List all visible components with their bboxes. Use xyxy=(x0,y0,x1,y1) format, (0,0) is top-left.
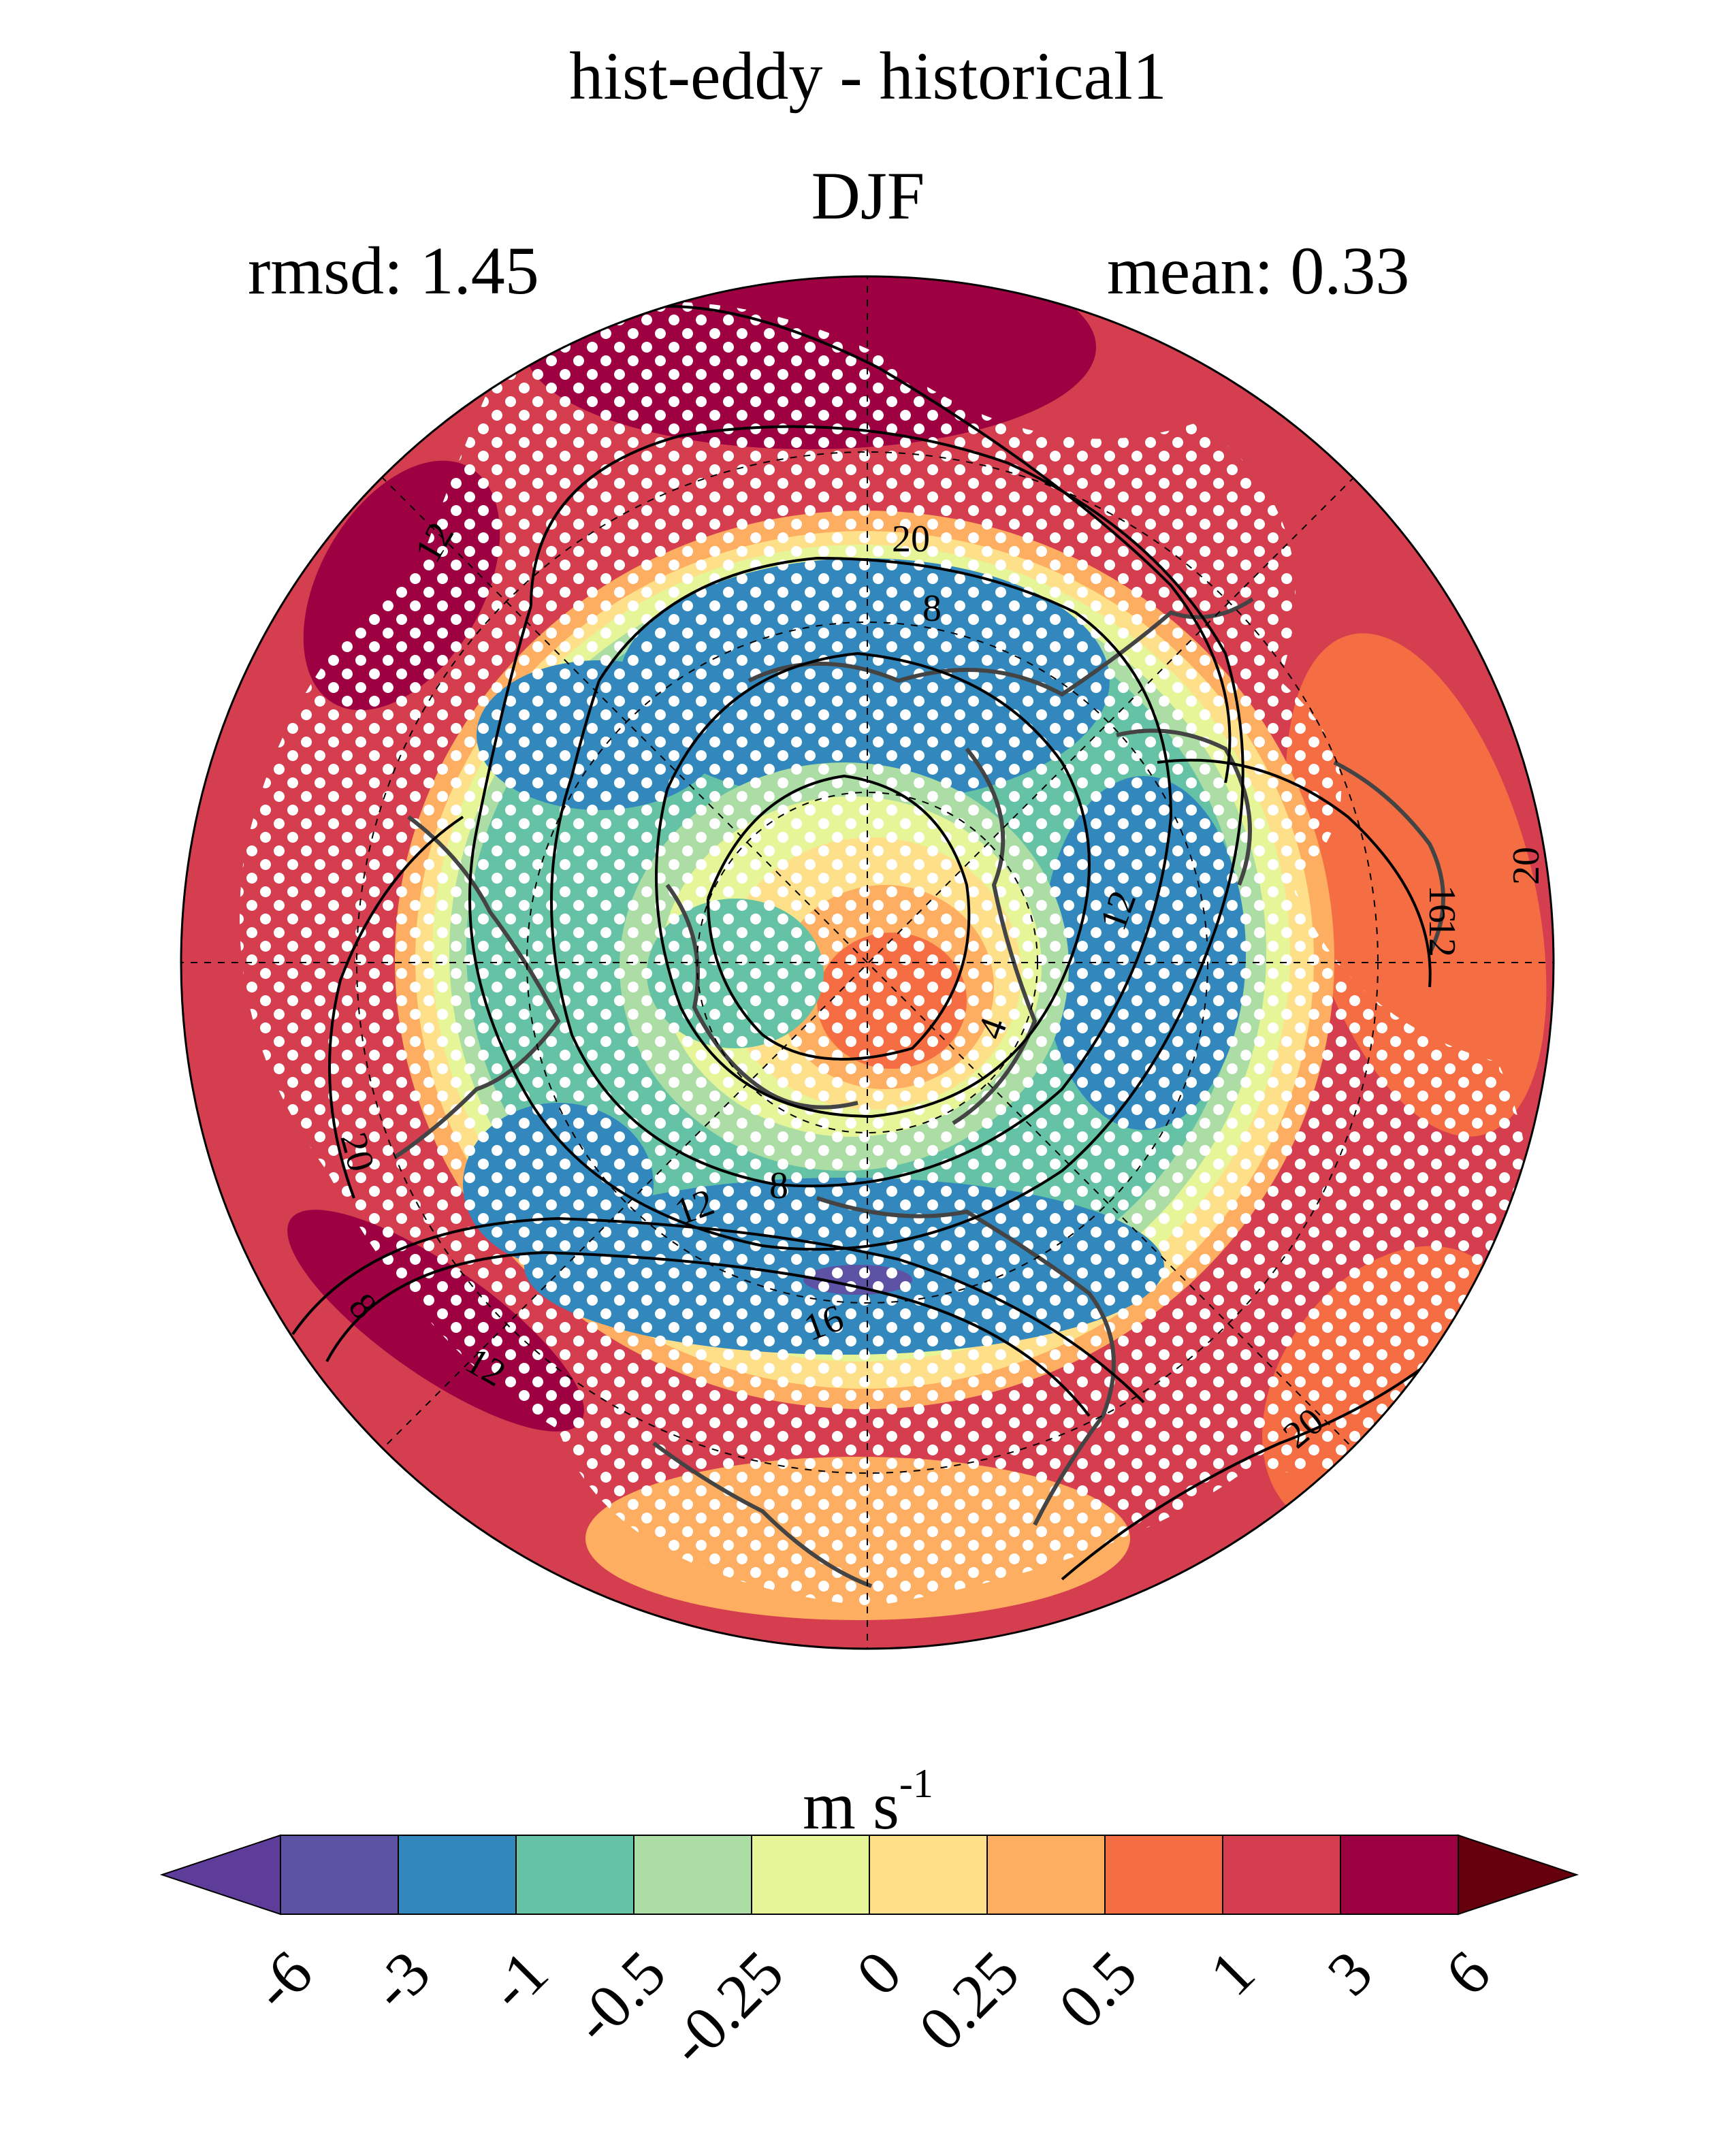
contour-label: 12 xyxy=(1421,919,1463,957)
mean-label: mean: 0.33 xyxy=(1107,233,1410,308)
colorbar-swatch xyxy=(751,1835,870,1915)
lat-lon-grid xyxy=(181,276,1554,1649)
colorbar-swatch xyxy=(398,1835,517,1915)
colorbar xyxy=(159,1834,1579,1916)
colorbar-swatch xyxy=(633,1835,752,1915)
map-boundary xyxy=(180,275,1555,1650)
colorbar-swatch xyxy=(280,1835,399,1915)
contour-label: 8 xyxy=(922,587,942,630)
colorbar-extend-high xyxy=(1458,1834,1579,1916)
colorbar-swatch xyxy=(1222,1835,1341,1915)
rmsd-label: rmsd: 1.45 xyxy=(248,233,539,308)
season-label: DJF xyxy=(811,158,925,233)
colorbar-swatch xyxy=(869,1835,988,1915)
colorbar-units: m s-1 xyxy=(803,1761,933,1843)
colorbar-swatch xyxy=(986,1835,1106,1915)
colorbar-swatch xyxy=(515,1835,634,1915)
contour-label: 20 xyxy=(892,518,930,560)
climatology-contours xyxy=(291,305,1465,1581)
colorbar-swatch xyxy=(1104,1835,1223,1915)
significance-stippling xyxy=(240,302,1530,1607)
colorbar-swatch xyxy=(1340,1835,1459,1915)
map-title: hist-eddy - historical1 xyxy=(569,38,1167,114)
contour-label: 20 xyxy=(1505,847,1547,885)
contour-label: 8 xyxy=(769,1165,788,1207)
coastlines xyxy=(393,597,1445,1588)
colorbar-extend-low xyxy=(159,1834,281,1916)
contour-label: 16 xyxy=(1421,885,1463,923)
